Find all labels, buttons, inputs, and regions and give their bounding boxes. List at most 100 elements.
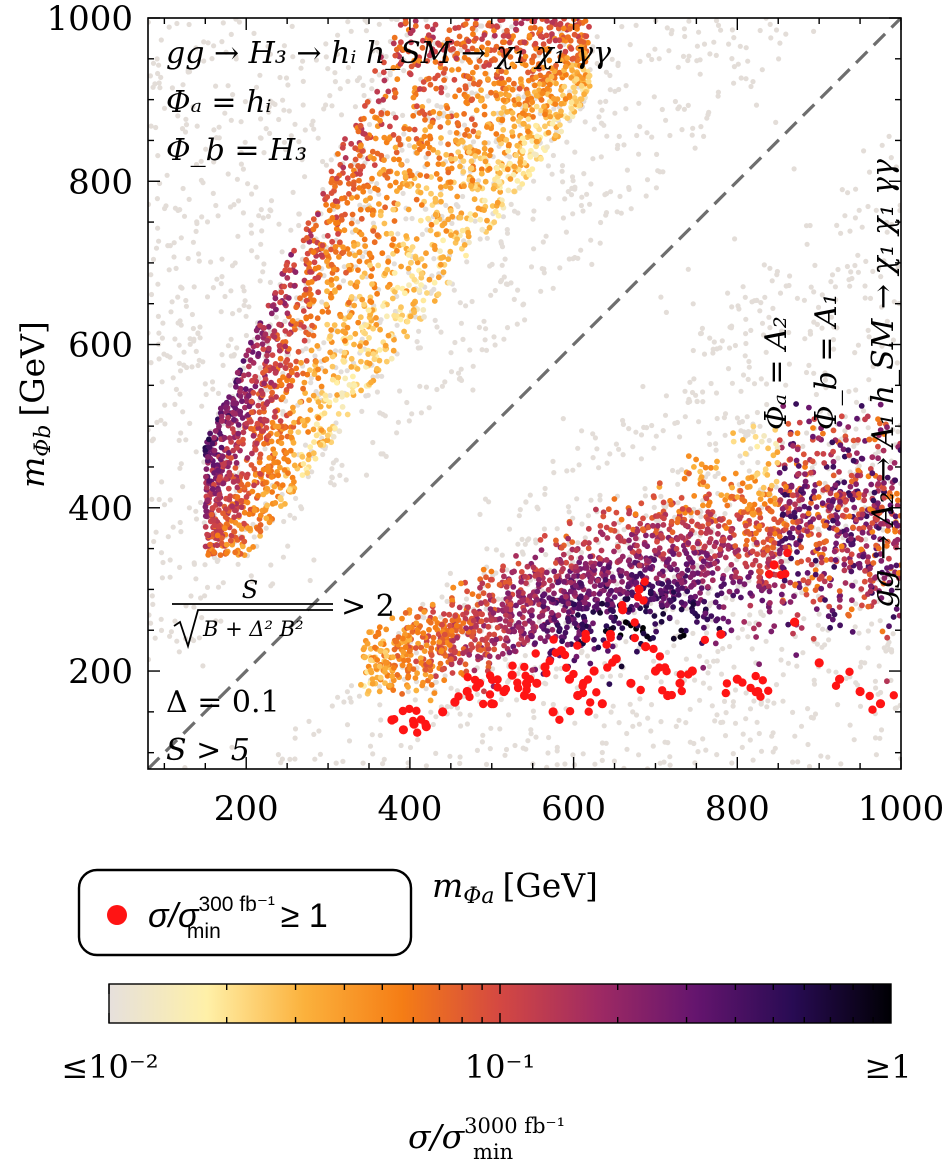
cluster-point [445,141,451,147]
background-point [743,331,748,336]
cluster-point [779,592,785,598]
cluster-point [342,227,348,233]
cluster-point [211,517,217,523]
background-point [675,469,680,474]
background-point [667,754,672,759]
background-point [191,326,196,331]
background-point [434,324,439,329]
background-point [551,470,556,475]
background-point [866,645,871,650]
background-point [801,616,806,621]
background-point [262,446,267,451]
cluster-point [404,334,410,340]
background-point [877,663,882,668]
background-point [306,719,311,724]
background-point [709,381,714,386]
background-point [268,280,273,285]
cluster-point [215,468,221,474]
cluster-point [313,266,319,272]
cluster-point [273,295,279,301]
cluster-point [345,175,351,181]
background-point [235,234,240,239]
background-point [644,675,649,680]
cluster-point [370,326,376,332]
cluster-point [264,358,270,364]
background-point [359,409,364,414]
cluster-point [432,280,438,286]
background-point [500,263,505,268]
background-point [324,163,329,168]
background-point [281,108,286,113]
cluster-point [322,410,328,416]
cluster-point [329,190,335,196]
background-point [716,94,721,99]
background-point [544,234,549,239]
cluster-point [222,525,228,531]
background-point [748,328,753,333]
cluster-point [438,85,444,91]
background-point [575,446,580,451]
background-point [187,421,192,426]
background-point [259,228,264,233]
cluster-point [353,227,359,233]
cluster-point [272,409,278,415]
background-point [531,208,536,213]
background-point [296,211,301,216]
cluster-point [274,431,280,437]
cluster-point [356,178,362,184]
cluster-point [221,462,227,468]
cluster-point [296,349,302,355]
cluster-point [567,93,573,99]
background-point [193,509,198,514]
background-point [665,25,670,30]
cluster-point [547,114,553,120]
cluster-point [520,148,526,154]
cluster-point [340,165,346,171]
background-point [159,479,164,484]
cluster-point [369,281,375,287]
background-point [593,435,598,440]
background-point [149,124,154,129]
cluster-point [376,98,382,104]
background-point [767,438,772,443]
background-point [628,42,633,47]
cluster-point [452,94,458,100]
background-point [249,191,254,196]
background-point [439,594,444,599]
background-point [838,231,843,236]
background-point [423,207,428,212]
cluster-point [324,258,330,264]
background-point [194,516,199,521]
cluster-point [463,94,469,100]
cluster-point [285,457,291,463]
background-point [679,127,684,132]
background-point [762,262,767,267]
background-point [668,763,673,768]
background-point [853,387,858,392]
background-point [845,264,850,269]
cluster-point [506,188,512,194]
cluster-point [335,231,341,237]
background-point [477,512,482,517]
cluster-point [463,85,469,91]
background-point [180,409,185,414]
background-point [340,759,345,764]
background-point [502,753,507,758]
background-point [612,759,617,764]
cluster-point [278,356,284,362]
background-point [426,98,431,103]
cluster-point [553,132,559,138]
cluster-point [270,420,276,426]
cluster-point [462,242,468,248]
background-point [347,738,352,743]
cluster-point [230,426,236,432]
cluster-point [454,236,460,242]
background-point [551,702,556,707]
background-point [221,20,226,25]
cluster-point [374,89,380,95]
background-point [604,134,609,139]
background-point [395,231,400,236]
cluster-point [218,406,224,412]
cluster-point [558,101,564,107]
